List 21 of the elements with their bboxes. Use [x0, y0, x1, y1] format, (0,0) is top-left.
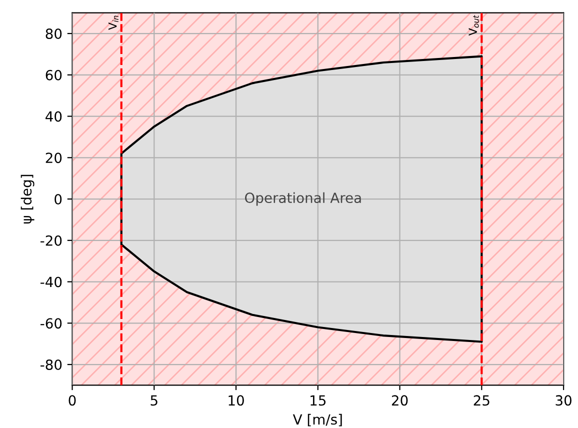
y-tick-label: 80 [46, 28, 62, 39]
y-tick-label: -20 [40, 235, 62, 246]
x-tick-label: 0 [68, 395, 76, 406]
y-axis-title: ψ [deg] [20, 174, 34, 224]
y-tick-label: -40 [40, 276, 62, 288]
x-tick-label: 25 [474, 395, 490, 406]
x-axis-title: V [m/s] [292, 414, 342, 426]
ref-line-label: V$_{in}$ [108, 16, 118, 30]
ref-line-label: V$_{out}$ [468, 15, 479, 36]
y-tick-label: 0 [54, 194, 62, 204]
x-tick-label: 15 [310, 395, 326, 406]
y-tick-label: -60 [40, 318, 62, 329]
annotation: Operational Area [245, 192, 361, 206]
x-tick-label: 30 [556, 395, 572, 406]
y-tick-label: 20 [46, 152, 62, 164]
x-tick-label: 10 [228, 395, 244, 406]
x-tick-label: 5 [150, 395, 158, 406]
y-tick-label: -80 [40, 359, 62, 370]
x-tick-label: 20 [392, 395, 408, 406]
y-tick-label: 60 [46, 70, 62, 80]
y-tick-label: 40 [46, 111, 62, 122]
